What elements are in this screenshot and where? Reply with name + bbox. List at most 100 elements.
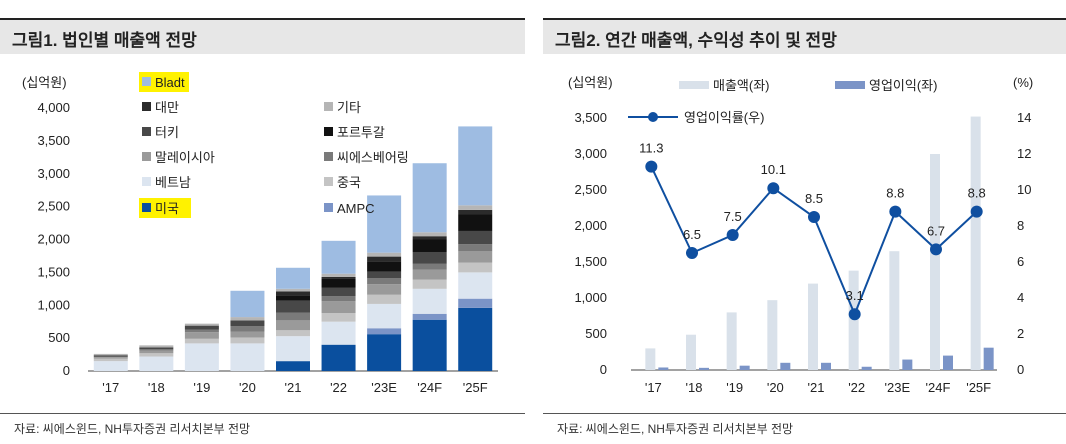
left-y-tick-label: 500 xyxy=(48,330,70,345)
left-legend-swatch xyxy=(142,203,151,212)
left-legend-highlight xyxy=(139,198,191,218)
left-bar-segment xyxy=(139,350,174,354)
right-revenue-bar xyxy=(726,312,737,370)
right-y-right-tick-label: 2 xyxy=(1017,326,1024,341)
left-legend-swatch xyxy=(324,203,333,212)
left-legend-label: 베트남 xyxy=(155,175,191,190)
left-bar-segment xyxy=(276,312,310,321)
left-bar-segment xyxy=(367,261,402,272)
right-margin-data-label: 10.1 xyxy=(761,162,786,177)
left-bar-segment xyxy=(321,276,356,279)
left-bar-segment xyxy=(139,349,174,351)
left-bar-segment xyxy=(321,273,356,277)
left-bar-segment xyxy=(93,357,128,359)
right-y-left-tick-label: 2,500 xyxy=(574,182,607,197)
left-legend-label: 말레이시아 xyxy=(155,150,215,165)
right-source-divider xyxy=(543,413,1066,414)
left-stacked-bar-chart: (십억원) 0 500 1,000 1,500 2,000 2,500 3,000 3,500 4… xyxy=(22,72,498,395)
right-x-tick-label: '18 xyxy=(686,380,703,395)
left-bar-segment xyxy=(412,319,447,371)
left-legend-label: AMPC xyxy=(337,201,375,216)
right-op-profit-bar xyxy=(780,362,791,370)
right-unit-left: (십억원) xyxy=(568,75,613,90)
left-legend-label: 기타 xyxy=(337,100,361,115)
left-bar-segment xyxy=(412,269,447,280)
left-y-tick-label: 4,000 xyxy=(37,100,70,115)
right-y-right-tick-label: 4 xyxy=(1017,290,1024,305)
right-chart-title: 그림2. 연간 매출액, 수익성 추이 및 전망 xyxy=(555,31,837,50)
left-bar-segment xyxy=(367,271,402,279)
right-margin-data-label: 6.7 xyxy=(927,223,945,238)
left-bar-segment xyxy=(412,279,447,289)
left-bar-segment xyxy=(276,361,310,371)
left-bar-segment xyxy=(276,320,310,331)
right-y-right-tick-label: 14 xyxy=(1017,110,1031,125)
left-legend-swatch xyxy=(142,152,151,161)
left-bar-segment xyxy=(412,313,447,320)
left-bar-segment xyxy=(230,343,265,371)
left-bar-segment xyxy=(230,337,265,344)
left-bar-segment xyxy=(458,251,493,263)
left-legend-label: 씨에스베어링 xyxy=(337,150,409,165)
right-y-right-tick-label: 10 xyxy=(1017,182,1031,197)
left-legend-label: 중국 xyxy=(337,175,361,190)
left-legend-label: 대만 xyxy=(155,100,179,115)
left-bar-segment xyxy=(412,236,447,240)
right-y-right-tick-label: 0 xyxy=(1017,362,1024,377)
left-legend-swatch xyxy=(142,102,151,111)
right-margin-data-label: 3.1 xyxy=(846,288,864,303)
right-x-tick-label: '20 xyxy=(767,380,784,395)
right-x-tick-label: '21 xyxy=(808,380,825,395)
right-y-left-tick-label: 3,500 xyxy=(574,110,607,125)
right-margin-data-label: 8.5 xyxy=(805,191,823,206)
right-chart-title-bar: 그림2. 연간 매출액, 수익성 추이 및 전망 xyxy=(543,18,1066,54)
right-unit-right: (%) xyxy=(1013,75,1033,90)
left-bar-segment xyxy=(458,205,493,210)
right-legend-swatch-op-profit xyxy=(835,81,865,89)
right-margin-marker xyxy=(848,308,861,321)
left-bar-segment xyxy=(93,358,128,362)
right-margin-data-label: 8.8 xyxy=(968,186,986,201)
right-margin-marker xyxy=(686,247,698,259)
right-source-note: 자료: 씨에스윈드, NH투자증권 리서치본부 전망 xyxy=(557,422,794,436)
right-margin-marker xyxy=(970,205,983,218)
left-bar-segment xyxy=(458,244,493,252)
left-bar-segment xyxy=(230,290,265,318)
right-margin-marker xyxy=(930,243,942,256)
left-x-tick-label: '21 xyxy=(285,380,302,395)
right-margin-marker xyxy=(889,205,902,218)
left-legend-swatch xyxy=(324,152,333,161)
right-y-left-tick-label: 2,000 xyxy=(574,218,607,233)
right-op-profit-bar xyxy=(861,366,872,370)
left-bar-segment xyxy=(412,163,447,233)
left-x-tick-label: '24F xyxy=(417,380,442,395)
left-bar-segment xyxy=(367,284,402,295)
left-bar-segment xyxy=(184,323,219,326)
right-margin-data-label: 6.5 xyxy=(683,227,701,242)
right-y-right-tick-label: 6 xyxy=(1017,254,1024,269)
left-bar-segment xyxy=(321,321,356,345)
left-unit-label: (십억원) xyxy=(22,75,67,90)
left-bar-segment xyxy=(93,355,128,357)
left-bar-segment xyxy=(276,288,310,292)
left-bar-segment xyxy=(276,330,310,337)
right-margin-data-label: 8.8 xyxy=(886,186,904,201)
right-margin-marker xyxy=(726,229,739,241)
left-bar-segment xyxy=(367,195,402,253)
left-x-tick-label: '20 xyxy=(239,380,256,395)
left-bar-segment xyxy=(321,240,356,274)
left-bar-segment xyxy=(139,347,174,350)
left-bar-segment xyxy=(230,331,265,338)
right-legend-label-op-profit: 영업이익(좌) xyxy=(869,78,937,93)
right-op-profit-bar xyxy=(902,359,913,370)
right-legend-swatch-revenue xyxy=(679,81,709,89)
right-revenue-bar xyxy=(686,334,696,370)
left-y-tick-label: 3,500 xyxy=(37,133,70,148)
left-y-tick-label: 3,000 xyxy=(37,166,70,181)
left-bar-segment xyxy=(276,295,310,301)
left-bar-segment xyxy=(321,287,356,297)
right-op-profit-bar xyxy=(983,347,994,370)
right-legend-label-margin: 영업이익률(우) xyxy=(684,110,764,125)
right-op-profit-bar xyxy=(658,367,669,370)
left-bar-segment xyxy=(321,296,356,302)
